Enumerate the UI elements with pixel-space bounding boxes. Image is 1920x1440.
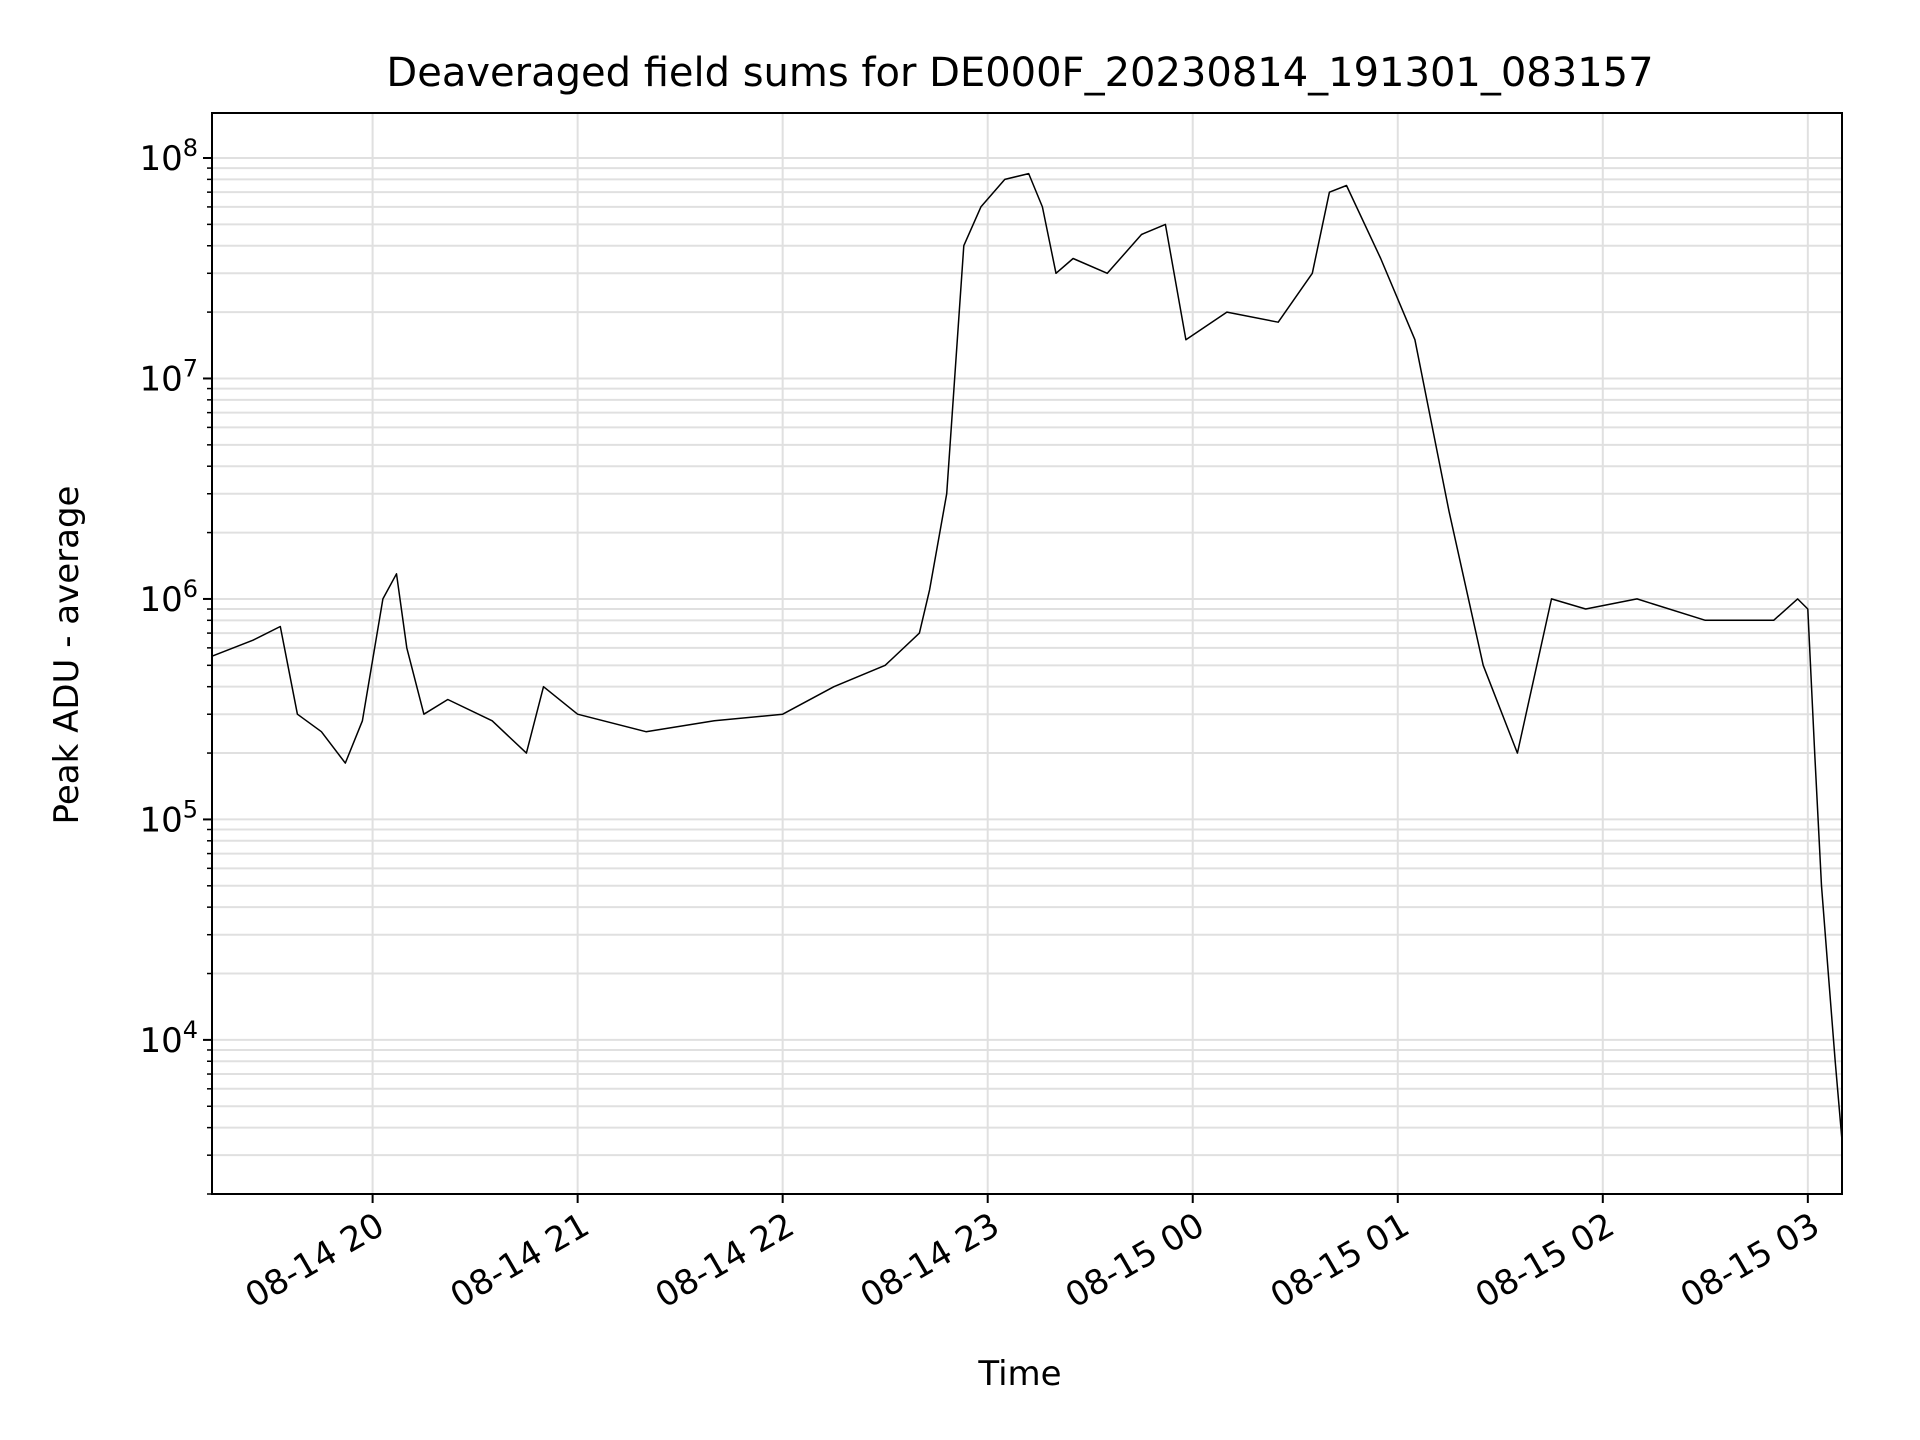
y-tick-label: 108 (139, 134, 198, 179)
y-tick-label: 107 (139, 354, 198, 399)
series-line (211, 172, 1843, 1141)
y-axis: 104 105 106 107 108 (139, 134, 212, 1195)
chart-title: Deaveraged field sums for DE000F_2023081… (386, 50, 1653, 96)
x-axis-label: Time (977, 1354, 1061, 1394)
series-layer (211, 172, 1843, 1141)
y-tick-label: 105 (139, 795, 198, 840)
grid (212, 113, 1842, 1195)
y-tick-label: 104 (139, 1016, 198, 1061)
plot-frame (211, 112, 1843, 1195)
y-axis-label: Peak ADU - average (47, 486, 87, 825)
y-tick-label: 106 (139, 575, 198, 620)
